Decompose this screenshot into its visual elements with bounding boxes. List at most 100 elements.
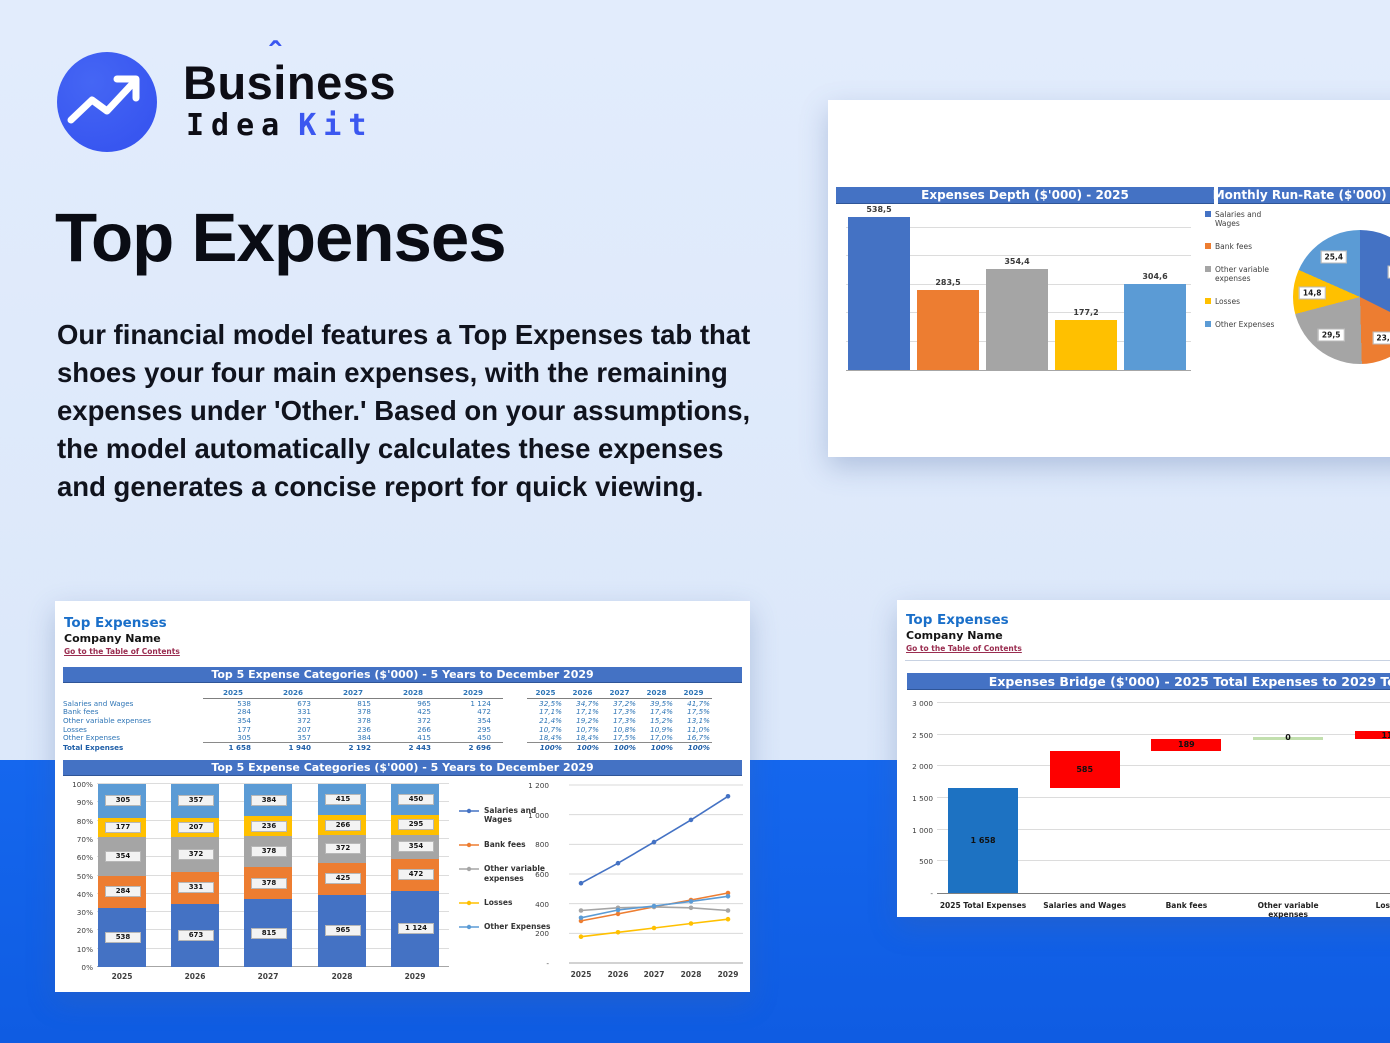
year-header: 2025: [222, 688, 243, 697]
top-expenses-sheet-card: Top Expenses Company Name Go to the Tabl…: [55, 601, 750, 992]
value-cell: 266: [417, 724, 431, 734]
percent-cell: 11,0%: [687, 724, 710, 734]
segment-value-label: 354: [105, 851, 141, 863]
legend-swatch: [1205, 211, 1211, 217]
table-row: Bank fees 284 331 378 425 472 17,1% 17,1% 17,3% 1…: [63, 707, 712, 717]
row-label: Bank fees: [63, 707, 99, 717]
waterfall-y-axis: 3 000 2 500 2 000 1 500 1 000 500 -: [901, 695, 933, 898]
data-point: [615, 860, 621, 866]
value-cell: 1 940: [288, 742, 311, 752]
bar-value-label: 0: [1285, 733, 1291, 743]
values-block: 177 207 236 266 295: [203, 725, 503, 734]
value-cell: 2 192: [348, 742, 371, 752]
year-header: 2029: [683, 688, 704, 697]
percent-cell: 32,5%: [539, 698, 562, 708]
year-header: 2028: [402, 688, 423, 697]
waterfall-bar: [1151, 738, 1222, 751]
legend-swatch: [1205, 266, 1211, 272]
values-block: 305 357 384 415 450: [203, 733, 503, 743]
line-chart: [569, 784, 743, 964]
bar-segment: [1055, 319, 1117, 370]
value-cell: 384: [357, 732, 371, 742]
year-header: 2025: [535, 688, 556, 697]
data-point: [615, 911, 621, 917]
gridline: [937, 701, 1390, 703]
value-cell: 538: [237, 698, 251, 708]
bar-segment: [848, 217, 910, 370]
data-point: [578, 934, 584, 939]
data-point: [651, 839, 657, 845]
x-axis-label: 2025 Total Expenses: [939, 901, 1027, 910]
bar-value-label: 1 658: [970, 835, 996, 845]
percent-cell: 39,5%: [650, 698, 673, 708]
segment-value-label: 450: [398, 793, 434, 805]
chart-legend: Salaries and Wages Bank fees Other variabl…: [1205, 210, 1285, 343]
y-axis-label: 1 000: [528, 810, 549, 820]
percent-cell: 17,3%: [613, 707, 636, 717]
bar-value-label: 283,5: [935, 277, 961, 287]
x-axis-label: 2027: [257, 972, 279, 981]
gridline: [846, 227, 1191, 228]
data-point: [725, 916, 731, 922]
percent-cell: 15,2%: [650, 715, 673, 725]
percent-cell: 17,5%: [687, 707, 710, 717]
legend-marker-icon: [459, 900, 479, 906]
toc-link[interactable]: Go to the Table of Contents: [906, 644, 1022, 653]
percent-block: 17,1% 17,1% 17,3% 17,4% 17,5%: [527, 707, 712, 716]
value-cell: 207: [297, 724, 311, 734]
percent-cell: 41,7%: [687, 698, 710, 708]
legend-item: Other Expenses: [1205, 320, 1285, 329]
table-row: Other variable expenses 354 372 378 372 354 21…: [63, 716, 712, 725]
brand-name: Busi ˆ ness: [183, 36, 396, 110]
segment-value-label: 425: [325, 873, 361, 885]
brand-subtitle: Idea Kit: [186, 108, 373, 143]
value-cell: 1 658: [228, 742, 251, 752]
toc-link[interactable]: Go to the Table of Contents: [64, 647, 180, 656]
bar-value-label: 189: [1178, 740, 1195, 750]
percent-block: 100% 100% 100% 100% 100%: [527, 743, 712, 752]
legend-label: Losses: [1215, 297, 1240, 306]
row-label: Total Expenses: [63, 742, 124, 752]
x-axis-label: 2028: [680, 970, 702, 979]
page-description: Our financial model features a Top Expen…: [57, 319, 751, 502]
stacked-bar-chart: 538 284 354 177 305 673 331 372 207 357 815 378 378 2…: [97, 783, 449, 967]
data-point: [725, 794, 731, 799]
row-label: Salaries and Wages: [63, 698, 134, 708]
data-point: [651, 903, 657, 909]
pie-value-label: 14,8: [1298, 286, 1326, 300]
value-cell: 815: [357, 698, 371, 708]
data-point: [688, 899, 694, 904]
pie-value-label: 25,4: [1320, 250, 1348, 264]
value-cell: 305: [237, 732, 251, 742]
gridline: [937, 796, 1390, 798]
divider: [905, 660, 1390, 661]
percent-cell: 10,7%: [576, 724, 599, 734]
segment-value-label: 177: [105, 821, 141, 833]
x-axis-label: Salaries and Wages: [1043, 901, 1127, 910]
legend-label: Other variable expenses: [1215, 265, 1269, 283]
x-axis-label: Bank fees: [1165, 901, 1208, 910]
gridline: [937, 860, 1390, 862]
data-point: [725, 894, 731, 899]
pie-chart-title: Monthly Run-Rate ($'000) - 2025: [1213, 187, 1390, 204]
segment-value-label: 207: [178, 821, 214, 833]
gridline: [937, 828, 1390, 830]
values-block: 284 331 378 425 472: [203, 707, 503, 716]
x-axis-label: 2025: [570, 970, 592, 979]
value-cell: 965: [417, 698, 431, 708]
segment-value-label: 378: [251, 846, 287, 858]
legend-label: Salaries and Wages: [1215, 210, 1262, 228]
growth-arrow-icon: [67, 75, 140, 124]
y-axis-label: 80%: [76, 816, 93, 826]
y-axis-label: 0%: [81, 963, 93, 972]
bar-value-label: 538,5: [866, 205, 892, 215]
y-axis-label: 10%: [76, 944, 93, 954]
legend-label: Salaries and Wages: [484, 806, 537, 825]
value-cell: 472: [477, 707, 491, 717]
y-axis-label: 50%: [76, 871, 93, 881]
segment-value-label: 236: [251, 820, 287, 832]
legend-swatch: [1205, 298, 1211, 304]
legend-label: Bank fees: [484, 839, 526, 849]
legend-label: Other Expenses: [484, 922, 551, 932]
percent-cell: 18,4%: [576, 732, 599, 742]
